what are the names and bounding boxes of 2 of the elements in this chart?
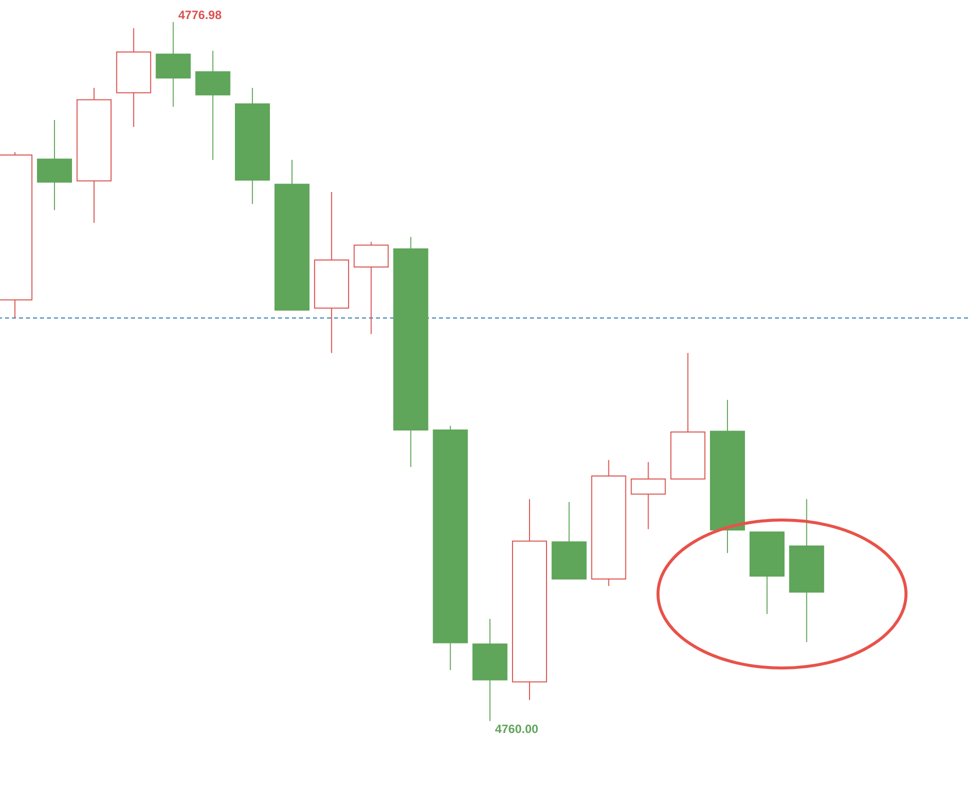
annotation: 4776.98 <box>178 8 222 22</box>
text: 4760.00 <box>494 722 539 736</box>
